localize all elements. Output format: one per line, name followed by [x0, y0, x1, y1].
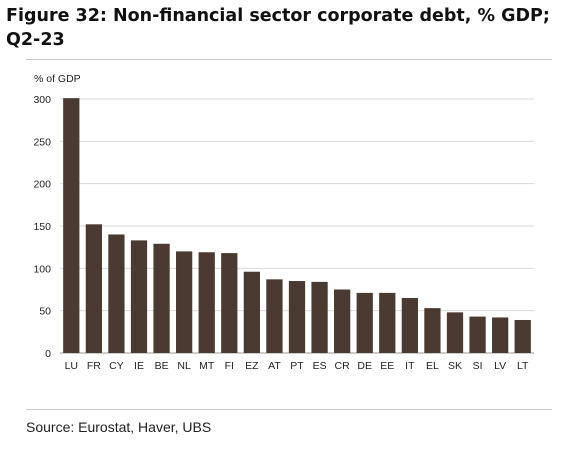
bar-sk [446, 312, 464, 353]
bar-chart: % of GDP 0 50 100 150 200 250 300 LU FR CY IE BE NL… [33, 73, 534, 372]
y-tick-label: 100 [33, 263, 51, 275]
bar-cr [334, 289, 351, 353]
bottom-divider [26, 409, 552, 410]
y-tick-labels: 0 50 100 150 200 250 300 [33, 94, 51, 360]
bar-lv [492, 317, 509, 353]
x-tick-label: IT [405, 360, 415, 372]
x-tick-label: ES [313, 360, 327, 372]
bar-ez [243, 271, 260, 353]
bar-nl [176, 251, 193, 353]
bars [63, 98, 531, 353]
x-tick-label: BE [155, 360, 169, 372]
bar-cy [108, 234, 125, 353]
y-tick-label: 300 [33, 94, 51, 106]
bar-fi [221, 253, 238, 353]
bar-ie [130, 240, 148, 353]
x-tick-label: LV [494, 360, 506, 372]
y-axis-label: % of GDP [34, 73, 81, 85]
bar-ee [379, 292, 396, 353]
x-tick-label: SK [448, 360, 462, 372]
x-tick-label: PT [290, 360, 304, 372]
bar-el [424, 308, 441, 353]
top-divider [26, 59, 552, 60]
y-tick-label: 200 [33, 179, 51, 191]
x-tick-label: IE [134, 360, 144, 372]
x-tick-label: CY [109, 360, 124, 372]
bar-at [266, 279, 283, 353]
bar-mt [198, 252, 215, 353]
bar-it [401, 297, 418, 353]
bar-lu [63, 98, 80, 353]
x-tick-label: CR [335, 360, 351, 372]
y-tick-label: 0 [45, 348, 51, 360]
bar-si [469, 316, 486, 353]
bar-be [153, 243, 170, 353]
x-tick-label: DE [357, 360, 372, 372]
x-tick-labels: LU FR CY IE BE NL MT FI EZ AT PT ES CR DE EE IT EL SK SI LV… [65, 360, 529, 372]
y-tick-label: 150 [33, 221, 51, 233]
x-tick-label: SI [473, 360, 483, 372]
y-tick-label: 50 [39, 306, 51, 318]
x-tick-label: LU [65, 360, 78, 372]
x-tick-label: AT [268, 360, 281, 372]
bar-fr [85, 224, 102, 353]
bar-lt [514, 319, 531, 353]
x-tick-label: LT [517, 360, 529, 372]
x-tick-label: FR [87, 360, 101, 372]
x-tick-label: MT [199, 360, 215, 372]
bar-de [356, 292, 373, 353]
x-tick-label: FI [225, 360, 234, 372]
y-tick-label: 250 [33, 136, 51, 148]
x-tick-label: NL [177, 360, 191, 372]
chart-title: Figure 32: Non-financial sector corporat… [6, 6, 550, 50]
x-tick-label: EZ [245, 360, 259, 372]
x-tick-label: EE [380, 360, 394, 372]
x-tick-label: EL [426, 360, 439, 372]
source-note: Source: Eurostat, Haver, UBS [26, 419, 212, 435]
bar-pt [288, 281, 306, 353]
bar-es [311, 281, 328, 353]
